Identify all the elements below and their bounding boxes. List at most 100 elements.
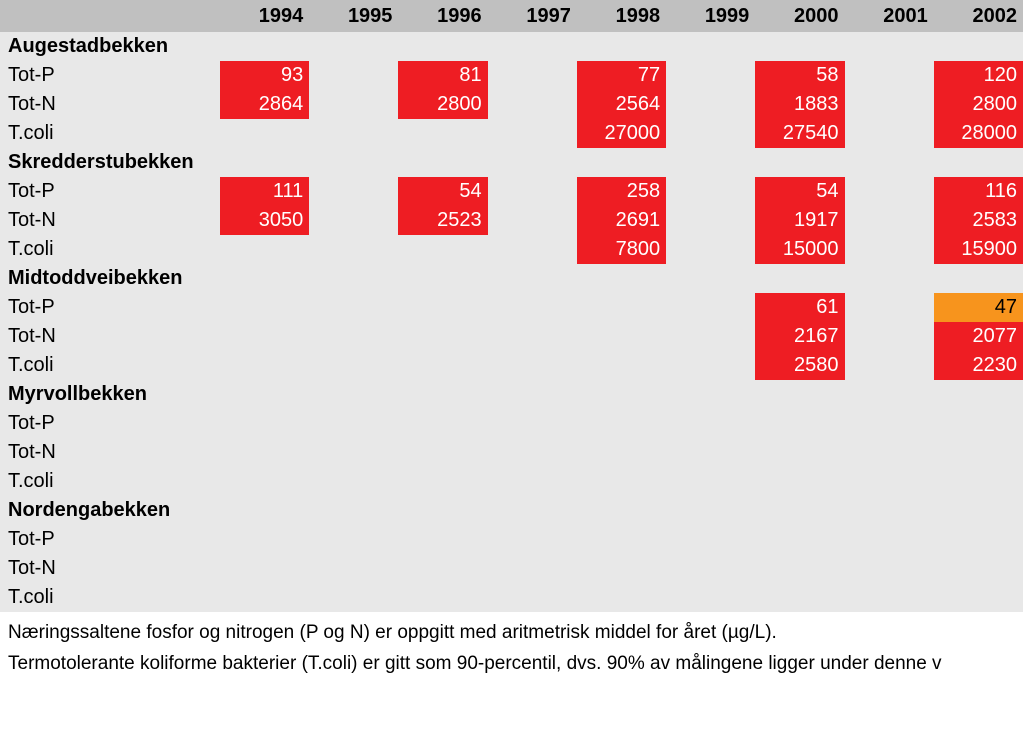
value-cell: 54 bbox=[755, 177, 844, 206]
value-cell bbox=[398, 583, 487, 612]
value-cell bbox=[398, 351, 487, 380]
group-row: Myrvollbekken bbox=[0, 380, 1023, 409]
year-header: 2002 bbox=[934, 0, 1023, 32]
param-label: Tot-P bbox=[0, 409, 220, 438]
footnote-line: Næringssaltene fosfor og nitrogen (P og … bbox=[8, 618, 1015, 647]
value-cell: 2864 bbox=[220, 90, 309, 119]
cell-value: 2167 bbox=[755, 322, 844, 351]
value-cell: 2523 bbox=[398, 206, 487, 235]
value-cell bbox=[309, 351, 398, 380]
value-cell bbox=[220, 351, 309, 380]
param-row: Tot-N21672077 bbox=[0, 322, 1023, 351]
value-cell: 54 bbox=[398, 177, 487, 206]
value-cell bbox=[666, 293, 755, 322]
value-cell bbox=[309, 177, 398, 206]
value-cell bbox=[309, 583, 398, 612]
value-cell bbox=[666, 467, 755, 496]
cell-value: 15000 bbox=[755, 235, 844, 264]
value-cell bbox=[220, 235, 309, 264]
value-cell bbox=[398, 235, 487, 264]
cell-value: 120 bbox=[934, 61, 1023, 90]
value-cell bbox=[220, 293, 309, 322]
year-header: 1997 bbox=[488, 0, 577, 32]
footnote-line: Termotolerante koliforme bakterier (T.co… bbox=[8, 649, 1015, 678]
value-cell bbox=[934, 554, 1023, 583]
value-cell bbox=[577, 583, 666, 612]
value-cell bbox=[934, 525, 1023, 554]
cell-value: 77 bbox=[577, 61, 666, 90]
param-row: T.coli bbox=[0, 467, 1023, 496]
param-label: T.coli bbox=[0, 467, 220, 496]
cell-value: 2800 bbox=[398, 90, 487, 119]
value-cell bbox=[309, 90, 398, 119]
value-cell bbox=[845, 90, 934, 119]
value-cell: 1883 bbox=[755, 90, 844, 119]
value-cell bbox=[488, 583, 577, 612]
value-cell: 2800 bbox=[934, 90, 1023, 119]
value-cell bbox=[666, 206, 755, 235]
param-label: Tot-N bbox=[0, 554, 220, 583]
value-cell bbox=[845, 322, 934, 351]
value-cell bbox=[309, 119, 398, 148]
value-cell bbox=[755, 438, 844, 467]
value-cell: 120 bbox=[934, 61, 1023, 90]
param-label: T.coli bbox=[0, 583, 220, 612]
value-cell bbox=[934, 583, 1023, 612]
param-label: Tot-P bbox=[0, 293, 220, 322]
value-cell bbox=[577, 438, 666, 467]
value-cell bbox=[488, 409, 577, 438]
group-name: Midtoddveibekken bbox=[0, 264, 1023, 293]
value-cell bbox=[755, 525, 844, 554]
param-label: T.coli bbox=[0, 235, 220, 264]
value-cell bbox=[845, 235, 934, 264]
cell-value: 27000 bbox=[577, 119, 666, 148]
value-cell: 2167 bbox=[755, 322, 844, 351]
value-cell bbox=[845, 206, 934, 235]
value-cell bbox=[398, 293, 487, 322]
param-row: Tot-N30502523269119172583 bbox=[0, 206, 1023, 235]
value-cell: 7800 bbox=[577, 235, 666, 264]
value-cell bbox=[577, 467, 666, 496]
value-cell bbox=[755, 554, 844, 583]
value-cell: 116 bbox=[934, 177, 1023, 206]
cell-value: 2583 bbox=[934, 206, 1023, 235]
cell-value: 54 bbox=[398, 177, 487, 206]
value-cell bbox=[488, 235, 577, 264]
value-cell: 2230 bbox=[934, 351, 1023, 380]
param-row: Tot-N bbox=[0, 438, 1023, 467]
param-label: Tot-N bbox=[0, 206, 220, 235]
year-header: 2000 bbox=[755, 0, 844, 32]
value-cell: 258 bbox=[577, 177, 666, 206]
value-cell bbox=[309, 322, 398, 351]
param-label: Tot-P bbox=[0, 177, 220, 206]
value-cell bbox=[309, 61, 398, 90]
value-cell: 58 bbox=[755, 61, 844, 90]
value-cell bbox=[666, 119, 755, 148]
value-cell bbox=[488, 322, 577, 351]
cell-value: 2800 bbox=[934, 90, 1023, 119]
value-cell bbox=[220, 438, 309, 467]
value-cell bbox=[934, 438, 1023, 467]
cell-value: 1917 bbox=[755, 206, 844, 235]
param-label: Tot-P bbox=[0, 61, 220, 90]
param-row: T.coli25802230 bbox=[0, 351, 1023, 380]
cell-value: 2580 bbox=[755, 351, 844, 380]
year-header: 1999 bbox=[666, 0, 755, 32]
group-row: Nordengabekken bbox=[0, 496, 1023, 525]
value-cell bbox=[488, 90, 577, 119]
value-cell bbox=[220, 583, 309, 612]
value-cell bbox=[577, 554, 666, 583]
group-name: Nordengabekken bbox=[0, 496, 1023, 525]
value-cell bbox=[309, 293, 398, 322]
value-cell bbox=[309, 206, 398, 235]
cell-value: 2077 bbox=[934, 322, 1023, 351]
value-cell: 28000 bbox=[934, 119, 1023, 148]
cell-value: 58 bbox=[755, 61, 844, 90]
value-cell bbox=[666, 351, 755, 380]
value-cell bbox=[398, 119, 487, 148]
value-cell: 2800 bbox=[398, 90, 487, 119]
value-cell bbox=[488, 554, 577, 583]
value-cell bbox=[577, 322, 666, 351]
value-cell bbox=[666, 554, 755, 583]
group-row: Augestadbekken bbox=[0, 32, 1023, 61]
